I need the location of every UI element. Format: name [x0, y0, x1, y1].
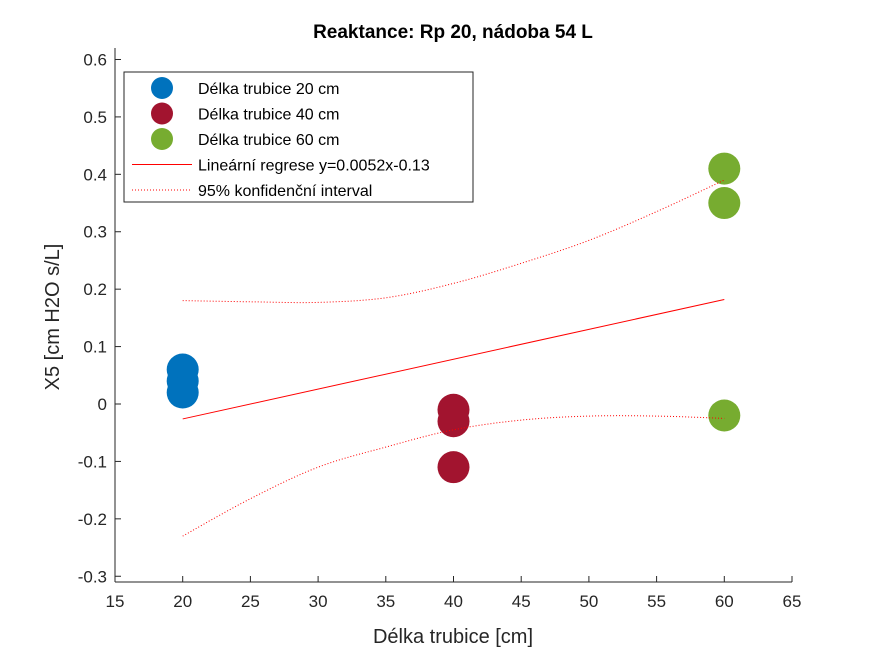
confidence-upper-curve	[182, 179, 725, 304]
data-point	[708, 152, 741, 185]
legend-marker	[151, 102, 173, 125]
y-tick-label: 0	[98, 395, 107, 414]
x-tick-label: 60	[715, 592, 734, 611]
plot-area: 15 20 25 30 35 40 45 50 55 60 65 -0.3 -0.2 -0.1 0 0.1 0.…	[78, 48, 802, 611]
y-tick-label: 0.6	[83, 50, 107, 69]
y-tick-label: 0.4	[83, 165, 107, 184]
chart-title: Reaktance: Rp 20, nádoba 54 L	[313, 22, 593, 43]
legend: Délka trubice 20 cm Délka trubice 40 cm Dé…	[123, 71, 474, 203]
x-tick-label: 35	[376, 592, 395, 611]
x-tick-label: 15	[106, 592, 125, 611]
y-tick-label: 0.1	[83, 338, 107, 357]
x-tick-label: 25	[241, 592, 260, 611]
x-tick-label: 65	[783, 592, 802, 611]
x-tick-label: 45	[512, 592, 531, 611]
legend-entry-label: 95% konfidenční interval	[198, 183, 372, 200]
x-tick-label: 40	[444, 592, 463, 611]
x-tick-label: 20	[173, 592, 192, 611]
legend-entry-label: Lineární regrese y=0.0052x-0.13	[198, 158, 430, 175]
y-tick-label: 0.2	[83, 280, 107, 299]
y-tick-label: -0.3	[78, 567, 107, 586]
y-axis-title: X5 [cm H2O s/L]	[42, 244, 64, 391]
y-tick-label: 0.3	[83, 223, 107, 242]
data-point	[437, 451, 470, 484]
legend-marker	[151, 77, 173, 99]
data-point	[166, 376, 199, 409]
regression-line	[182, 299, 725, 420]
legend-box	[123, 71, 474, 203]
x-axis-title: Délka trubice [cm]	[373, 626, 533, 648]
legend-entry-label: Délka trubice 60 cm	[198, 132, 339, 149]
legend-entry-label: Délka trubice 20 cm	[198, 81, 339, 98]
y-tick-label: -0.2	[78, 510, 107, 529]
x-tick-label: 30	[309, 592, 328, 611]
x-tick-label: 55	[647, 592, 666, 611]
x-tick-label: 50	[579, 592, 598, 611]
data-point	[708, 399, 741, 432]
legend-marker	[151, 128, 173, 150]
data-point	[437, 405, 470, 438]
data-point	[708, 187, 741, 220]
confidence-lower-curve	[182, 415, 725, 537]
y-tick-label: -0.1	[78, 452, 107, 471]
y-tick-label: 0.5	[83, 108, 107, 127]
legend-entry-label: Délka trubice 40 cm	[198, 107, 339, 124]
